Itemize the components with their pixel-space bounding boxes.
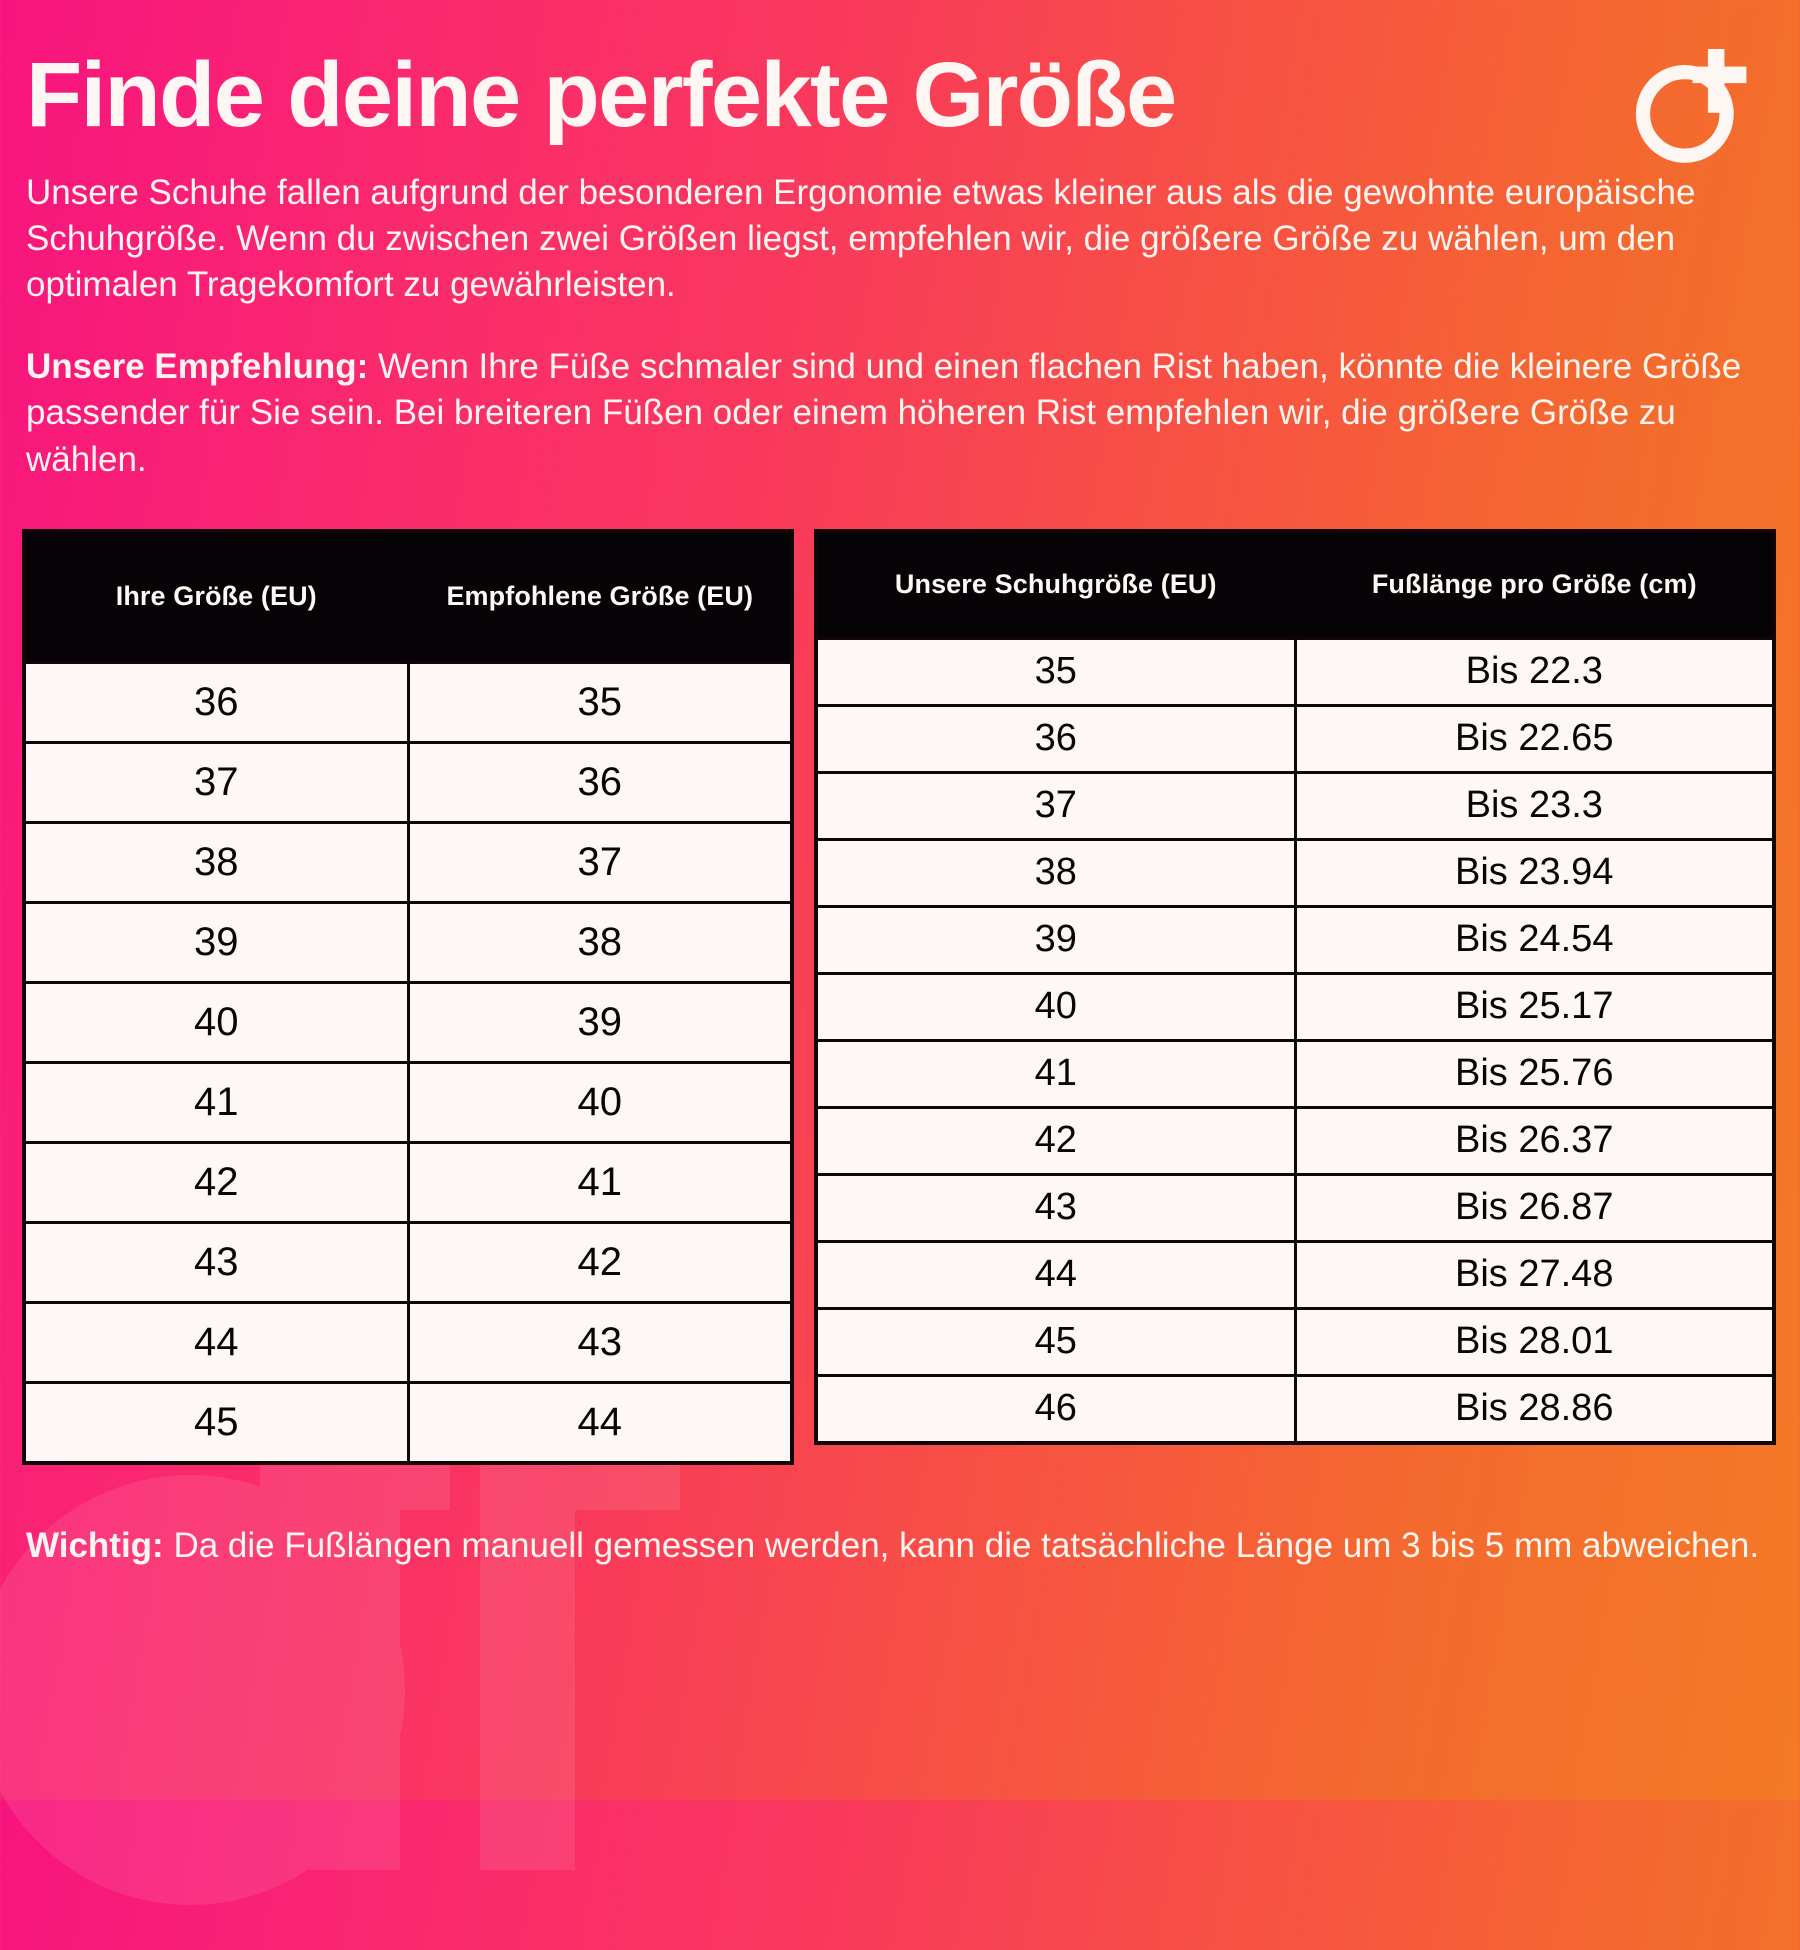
cell-foot-length: Bis 26.37: [1295, 1105, 1772, 1175]
unisex-plus-circle-icon: [1632, 40, 1764, 168]
cell-recommended-size: 40: [408, 1060, 790, 1143]
table-row: 44 Bis 27.48: [818, 1239, 1772, 1309]
cell-your-size: 41: [26, 1060, 410, 1143]
table-header-row: Ihre Größe (EU) Empfohlene Größe (EU): [26, 532, 790, 663]
intro-paragraph: Unsere Schuhe fallen aufgrund der besond…: [26, 172, 1696, 305]
conversion-table-body: 36 35 37 36 38 37 39 38 40 39 41 40 42 41 43 42 …: [26, 660, 790, 1461]
table-row: 45 44: [26, 1380, 790, 1461]
important-note-label: Wichtig:: [26, 1525, 164, 1565]
cell-shoe-size: 46: [818, 1373, 1297, 1441]
table-row: 38 37: [26, 820, 790, 903]
cell-shoe-size: 43: [818, 1172, 1297, 1242]
footlength-table-head: Unsere Schuhgröße (EU) Fußlänge pro Größ…: [818, 532, 1772, 639]
table-row: 40 Bis 25.17: [818, 971, 1772, 1041]
recommendation-text: Wenn Ihre Füße schmaler sind und einen f…: [26, 347, 1742, 479]
table-row: 36 35: [26, 660, 790, 743]
cell-your-size: 43: [26, 1220, 410, 1303]
column-header-foot-length: Fußlänge pro Größe (cm): [1295, 532, 1772, 639]
conversion-table: Ihre Größe (EU) Empfohlene Größe (EU) 36…: [26, 532, 790, 1461]
cell-foot-length: Bis 25.76: [1295, 1038, 1772, 1108]
cell-shoe-size: 36: [818, 703, 1297, 773]
cell-foot-length: Bis 24.54: [1295, 904, 1772, 974]
footlength-table-card: Unsere Schuhgröße (EU) Fußlänge pro Größ…: [814, 528, 1776, 1445]
table-row: 44 43: [26, 1300, 790, 1383]
page-title: Finde deine perfekte Größe: [26, 44, 1177, 146]
recommendation-paragraph: Unsere Empfehlung: Wenn Ihre Füße schmal…: [26, 344, 1778, 483]
table-row: 40 39: [26, 980, 790, 1063]
footlength-table-body: 35 Bis 22.3 36 Bis 22.65 37 Bis 23.3 38 Bis …: [818, 636, 1772, 1441]
cell-your-size: 40: [26, 980, 410, 1063]
cell-shoe-size: 42: [818, 1105, 1297, 1175]
table-row: 43 Bis 26.87: [818, 1172, 1772, 1242]
column-header-your-size: Ihre Größe (EU): [26, 532, 410, 663]
cell-foot-length: Bis 28.86: [1295, 1373, 1772, 1441]
cell-recommended-size: 44: [408, 1380, 790, 1461]
cell-foot-length: Bis 22.65: [1295, 703, 1772, 773]
cell-recommended-size: 35: [408, 660, 790, 743]
table-row: 41 Bis 25.76: [818, 1038, 1772, 1108]
cell-shoe-size: 44: [818, 1239, 1297, 1309]
table-row: 37 36: [26, 740, 790, 823]
table-row: 35 Bis 22.3: [818, 636, 1772, 706]
table-row: 39 Bis 24.54: [818, 904, 1772, 974]
cell-your-size: 44: [26, 1300, 410, 1383]
cell-shoe-size: 45: [818, 1306, 1297, 1376]
size-guide-page: Finde deine perfekte Größe Unsere Schuhe…: [22, 44, 1778, 1570]
cell-foot-length: Bis 23.3: [1295, 770, 1772, 840]
cell-foot-length: Bis 28.01: [1295, 1306, 1772, 1376]
cell-your-size: 38: [26, 820, 410, 903]
cell-your-size: 42: [26, 1140, 410, 1223]
page-header: Finde deine perfekte Größe Unsere Schuhe…: [22, 44, 1778, 483]
table-row: 37 Bis 23.3: [818, 770, 1772, 840]
size-tables-container: Ihre Größe (EU) Empfohlene Größe (EU) 36…: [22, 528, 1778, 1465]
cell-foot-length: Bis 25.17: [1295, 971, 1772, 1041]
table-row: 46 Bis 28.86: [818, 1373, 1772, 1441]
cell-recommended-size: 42: [408, 1220, 790, 1303]
cell-your-size: 39: [26, 900, 410, 983]
cell-recommended-size: 36: [408, 740, 790, 823]
cell-shoe-size: 37: [818, 770, 1297, 840]
conversion-table-card: Ihre Größe (EU) Empfohlene Größe (EU) 36…: [22, 528, 794, 1465]
cell-foot-length: Bis 22.3: [1295, 636, 1772, 706]
recommendation-label: Unsere Empfehlung:: [26, 347, 369, 387]
table-row: 38 Bis 23.94: [818, 837, 1772, 907]
table-row: 45 Bis 28.01: [818, 1306, 1772, 1376]
table-row: 43 42: [26, 1220, 790, 1303]
table-row: 42 41: [26, 1140, 790, 1223]
cell-recommended-size: 43: [408, 1300, 790, 1383]
cell-shoe-size: 41: [818, 1038, 1297, 1108]
cell-foot-length: Bis 27.48: [1295, 1239, 1772, 1309]
column-header-our-shoe-size: Unsere Schuhgröße (EU): [818, 532, 1297, 639]
table-row: 41 40: [26, 1060, 790, 1143]
cell-foot-length: Bis 23.94: [1295, 837, 1772, 907]
table-row: 36 Bis 22.65: [818, 703, 1772, 773]
cell-your-size: 45: [26, 1380, 410, 1461]
table-row: 39 38: [26, 900, 790, 983]
column-header-recommended-size: Empfohlene Größe (EU): [408, 532, 790, 663]
cell-your-size: 36: [26, 660, 410, 743]
table-header-row: Unsere Schuhgröße (EU) Fußlänge pro Größ…: [818, 532, 1772, 639]
cell-recommended-size: 38: [408, 900, 790, 983]
footlength-table: Unsere Schuhgröße (EU) Fußlänge pro Größ…: [818, 532, 1772, 1441]
cell-recommended-size: 41: [408, 1140, 790, 1223]
cell-shoe-size: 35: [818, 636, 1297, 706]
cell-your-size: 37: [26, 740, 410, 823]
table-row: 42 Bis 26.37: [818, 1105, 1772, 1175]
important-note: Wichtig: Da die Fußlängen manuell gemess…: [26, 1523, 1778, 1570]
cell-shoe-size: 38: [818, 837, 1297, 907]
cell-recommended-size: 39: [408, 980, 790, 1063]
cell-foot-length: Bis 26.87: [1295, 1172, 1772, 1242]
important-note-text: Da die Fußlängen manuell gemessen werden…: [163, 1525, 1760, 1565]
cell-shoe-size: 40: [818, 971, 1297, 1041]
conversion-table-head: Ihre Größe (EU) Empfohlene Größe (EU): [26, 532, 790, 663]
cell-shoe-size: 39: [818, 904, 1297, 974]
cell-recommended-size: 37: [408, 820, 790, 903]
